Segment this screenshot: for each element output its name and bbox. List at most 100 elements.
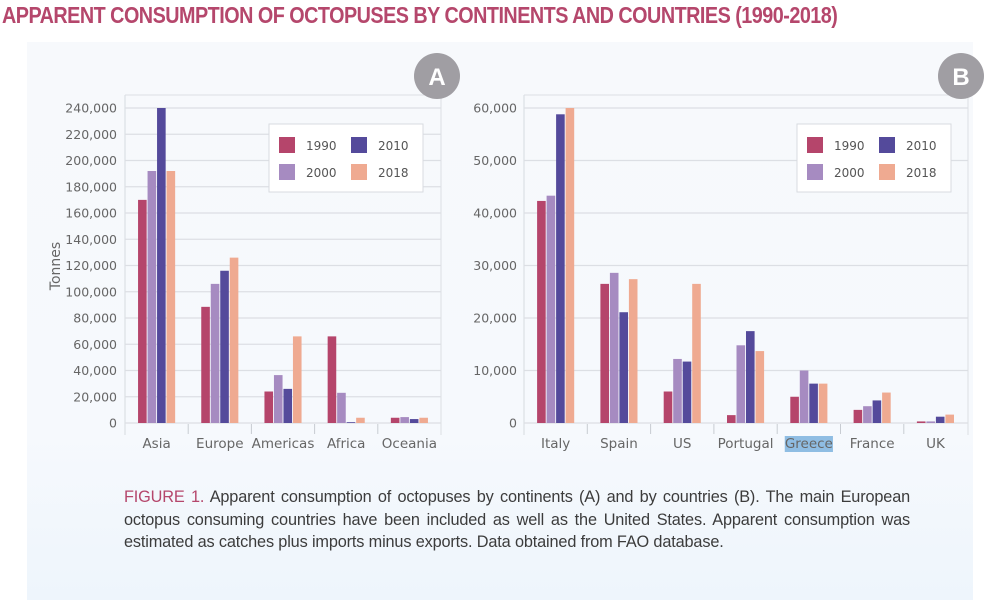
bar-1990-us — [663, 391, 673, 423]
bar-2000-greece — [799, 370, 809, 423]
x-category-label: Oceania — [382, 436, 437, 452]
bar-1990-greece — [790, 396, 799, 423]
x-category-label: Europe — [196, 436, 243, 452]
chart-b: 0 10,000 20,000 30,000 40,000 50,000 60,000 Ita… — [473, 53, 984, 452]
bar-1990-africa — [327, 336, 337, 423]
y-tick-label: 20,000 — [473, 311, 517, 326]
y-tick-label: 100,000 — [65, 284, 117, 299]
y-tick-label: 120,000 — [65, 258, 117, 273]
legend-label-2018: 2018 — [906, 166, 937, 180]
bar-2010-uk — [935, 416, 945, 423]
legend-label-2018: 2018 — [378, 166, 409, 180]
y-tick-label: 0 — [109, 416, 117, 431]
bar-2000-uk — [926, 421, 935, 423]
figure-caption-label: FIGURE 1. — [124, 488, 205, 506]
bar-2018-africa — [356, 417, 365, 423]
y-tick-label: 20,000 — [73, 389, 117, 404]
bar-2018-oceania — [419, 417, 428, 423]
x-category-label: US — [673, 436, 691, 452]
y-tick-label: 80,000 — [73, 311, 117, 326]
x-category-label: Italy — [541, 436, 570, 452]
legend-swatch-2018 — [351, 164, 367, 180]
chart-badge-circle — [938, 53, 984, 99]
bar-2010-europe — [220, 270, 229, 423]
y-tick-label: 0 — [509, 416, 517, 431]
bar-1990-europe — [201, 306, 210, 423]
x-category-label: Portugal — [718, 436, 774, 452]
y-tick-label: 50,000 — [473, 153, 517, 168]
bar-2018-italy — [565, 108, 575, 423]
bar-2010-italy — [556, 114, 565, 424]
bar-1990-americas — [264, 391, 274, 423]
legend-label-2000: 2000 — [834, 166, 865, 180]
legend-swatch-1990 — [279, 137, 295, 153]
bar-2018-uk — [945, 414, 954, 423]
bar-1990-italy — [537, 200, 546, 423]
y-tick-label: 200,000 — [65, 153, 117, 168]
legend-label-2010: 2010 — [906, 139, 937, 153]
legend: 1990 2000 2010 2018 — [268, 123, 424, 193]
y-tick-label: 40,000 — [473, 206, 517, 221]
bar-2000-europe — [210, 283, 220, 423]
bar-2000-oceania — [400, 417, 409, 423]
legend-label-1990: 1990 — [306, 139, 337, 153]
legend: 1990 2000 2010 2018 — [796, 123, 952, 193]
figure-caption-text: Apparent consumption of octopuses by con… — [124, 488, 911, 551]
bar-2018-spain — [628, 279, 638, 423]
bar-2018-us — [692, 283, 701, 423]
bar-2018-greece — [818, 383, 828, 423]
bar-2018-asia — [166, 171, 176, 423]
y-tick-label: 60,000 — [473, 101, 517, 116]
legend-box — [796, 123, 952, 193]
bar-1990-uk — [916, 421, 926, 423]
bar-2010-oceania — [409, 419, 419, 423]
figure-caption: FIGURE 1. Apparent consumption of octopu… — [124, 486, 910, 554]
bar-2000-italy — [546, 195, 556, 423]
y-tick-label: 220,000 — [65, 127, 117, 142]
chart-badge-label: A — [428, 64, 445, 91]
bar-2010-portugal — [746, 331, 755, 423]
y-tick-label: 30,000 — [473, 258, 517, 273]
bar-2018-france — [882, 392, 891, 423]
bar-1990-france — [853, 409, 863, 423]
legend-swatch-2000 — [807, 164, 823, 180]
bar-2000-asia — [147, 171, 157, 423]
y-tick-label: 240,000 — [65, 101, 117, 116]
bar-2000-france — [863, 406, 872, 423]
bar-2010-asia — [157, 108, 166, 423]
bar-2010-france — [872, 400, 882, 423]
x-category-label: Asia — [142, 436, 170, 452]
chart-badge-circle — [414, 53, 460, 99]
chart-a: 0 20,000 40,000 60,000 80,000 100,000 120,000 1… — [48, 53, 460, 452]
bar-1990-portugal — [727, 415, 736, 423]
legend-swatch-2018 — [879, 164, 895, 180]
bar-1990-asia — [138, 199, 147, 423]
x-category-label: Spain — [600, 436, 638, 452]
x-category-label: France — [850, 436, 895, 452]
legend-box — [268, 123, 424, 193]
bar-2000-us — [673, 358, 682, 423]
x-category-label: UK — [926, 436, 946, 452]
bar-2000-portugal — [736, 345, 746, 423]
legend-swatch-1990 — [807, 137, 823, 153]
bar-2010-africa — [346, 422, 356, 423]
legend-label-2000: 2000 — [306, 166, 337, 180]
bar-2010-spain — [619, 312, 628, 423]
bar-2018-europe — [229, 257, 239, 423]
x-category-label: Africa — [327, 436, 366, 452]
legend-label-1990: 1990 — [834, 139, 865, 153]
category-highlight — [784, 436, 833, 452]
bar-2018-americas — [292, 336, 302, 423]
y-axis-label: Tonnes — [48, 242, 64, 291]
bar-2000-spain — [609, 272, 619, 423]
bar-2010-us — [682, 361, 692, 423]
bar-2010-greece — [809, 383, 818, 423]
y-tick-label: 160,000 — [65, 206, 117, 221]
bar-1990-spain — [600, 283, 609, 423]
bar-2000-americas — [273, 375, 283, 423]
x-category-label: Americas — [252, 436, 315, 452]
y-tick-label: 60,000 — [73, 337, 117, 352]
chart-badge-label: B — [952, 64, 969, 91]
bar-1990-oceania — [390, 417, 400, 423]
